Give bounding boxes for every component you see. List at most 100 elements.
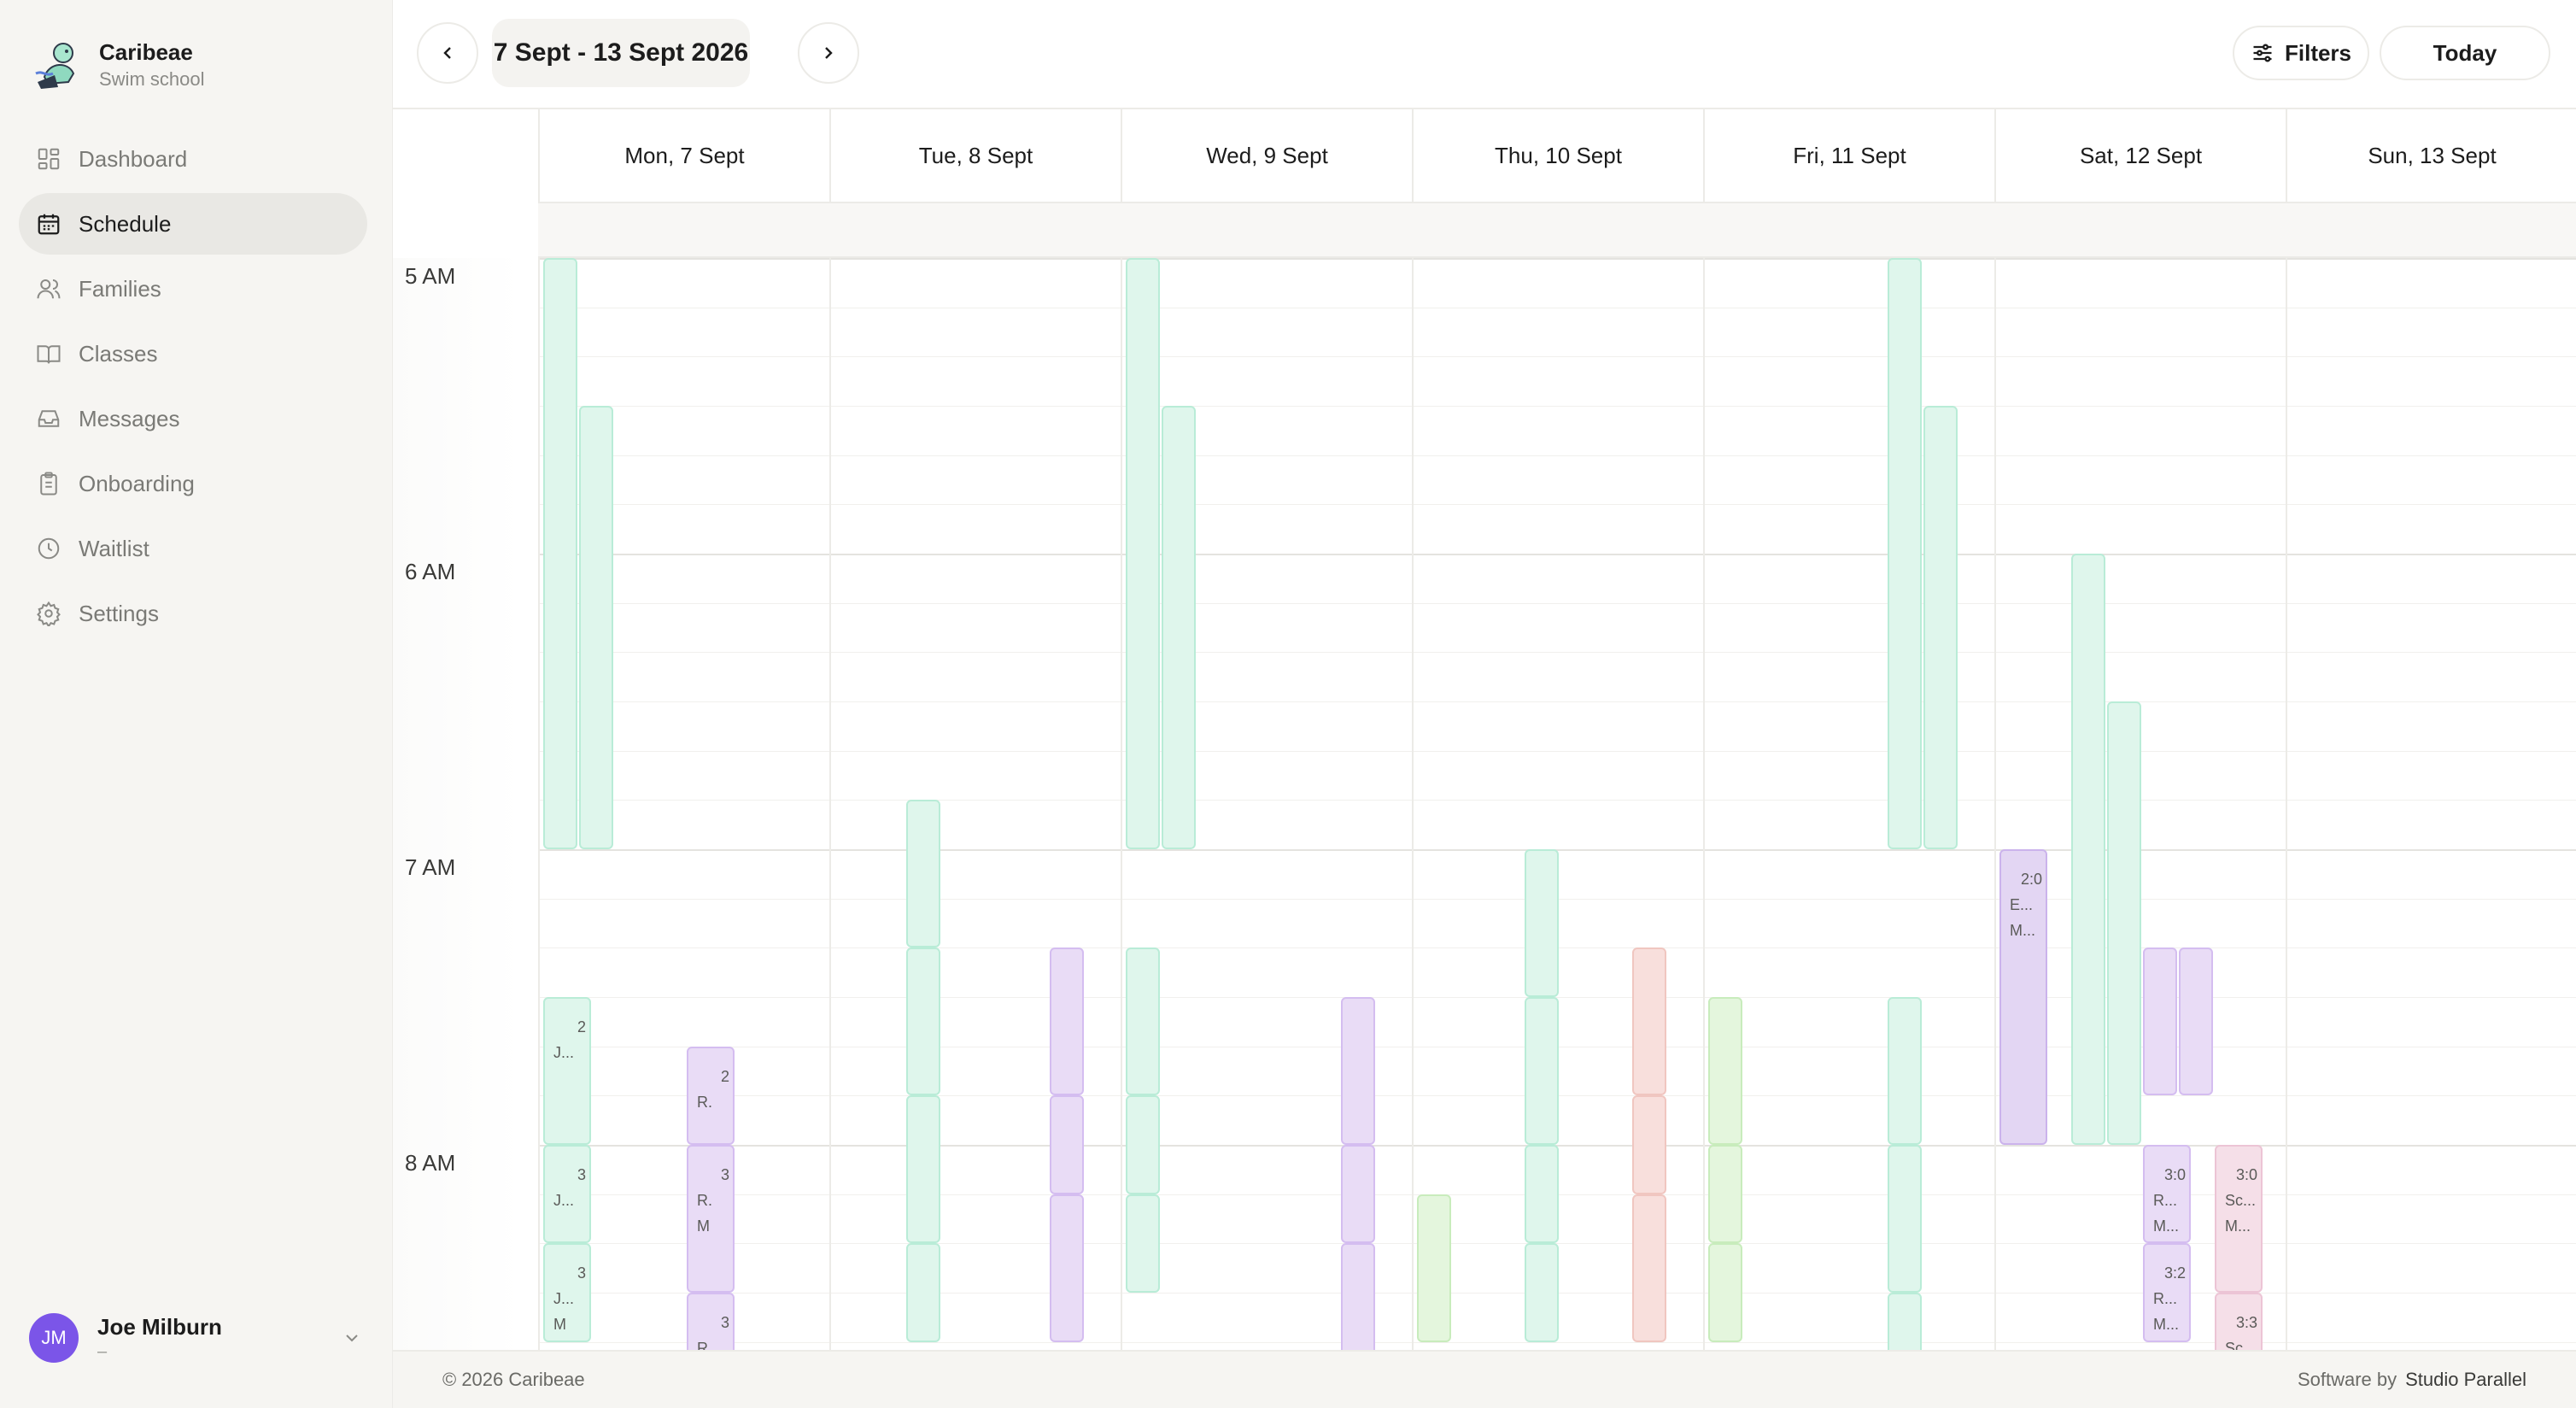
chevron-left-icon <box>443 47 451 59</box>
brand[interactable]: Caribeae Swim school <box>34 38 204 92</box>
calendar-event[interactable] <box>906 1095 940 1244</box>
sidebar-item-schedule[interactable]: Schedule <box>19 193 367 255</box>
sidebar-item-messages[interactable]: Messages <box>19 388 367 449</box>
clock-icon <box>36 536 61 561</box>
event-text: R... <box>2153 1290 2178 1308</box>
calendar-event[interactable] <box>1525 849 1559 997</box>
calendar-event[interactable] <box>1126 1194 1160 1293</box>
gear-icon <box>36 601 61 626</box>
calendar-event[interactable] <box>1708 997 1742 1145</box>
calendar-event[interactable] <box>1632 1095 1666 1194</box>
calendar-event[interactable] <box>906 947 940 1096</box>
avatar: JM <box>29 1313 79 1363</box>
users-icon <box>36 276 61 302</box>
sliders-icon <box>2253 44 2272 62</box>
calendar-event[interactable] <box>1888 1293 1922 1350</box>
calendar-event[interactable] <box>1341 1243 1375 1350</box>
footer: © 2026 Caribeae Software by Studio Parall… <box>393 1350 2576 1408</box>
sidebar-item-label: Waitlist <box>79 535 149 561</box>
calendar-event[interactable] <box>2143 947 2177 1096</box>
time-grid: 5 AM 6 AM 7 AM 8 AM 2 J... 3 J... 3 J... M 2 R. 3 R. M 3… <box>393 258 2576 1350</box>
calendar-event[interactable]: 3:2 R... M... <box>2143 1243 2191 1342</box>
event-text: E... <box>2010 896 2034 913</box>
calendar-event[interactable] <box>1888 997 1922 1145</box>
calendar-event[interactable] <box>1126 1095 1160 1194</box>
calendar-event[interactable] <box>1341 1145 1375 1244</box>
hour-line <box>538 554 2576 555</box>
credit-link[interactable]: Studio Parallel <box>2405 1369 2526 1390</box>
prev-week-button[interactable] <box>417 22 478 84</box>
calendar-event[interactable] <box>1525 997 1559 1145</box>
calendar-event[interactable] <box>1888 258 1922 849</box>
day-header[interactable]: Thu, 10 Sept <box>1412 109 1703 203</box>
calendar-event[interactable]: 3 R. M <box>687 1145 735 1293</box>
day-header[interactable]: Wed, 9 Sept <box>1121 109 1412 203</box>
calendar-event[interactable] <box>543 258 577 849</box>
event-text: 3 <box>577 1264 586 1282</box>
chevron-down-icon <box>346 1335 358 1342</box>
calendar-event[interactable] <box>1888 1145 1922 1293</box>
calendar-event[interactable] <box>1341 997 1375 1145</box>
user-menu[interactable]: JM Joe Milburn – <box>29 1311 362 1365</box>
hour-label: 8 AM <box>405 1150 456 1176</box>
calendar-event[interactable] <box>1417 1194 1451 1342</box>
calendar-event[interactable] <box>906 1243 940 1342</box>
hour-label: 5 AM <box>405 263 456 289</box>
calendar-event[interactable]: 2 J... <box>543 997 591 1145</box>
date-range[interactable]: 7 Sept - 13 Sept 2026 <box>492 19 750 87</box>
event-text: 3:0 <box>2235 1166 2257 1183</box>
calendar-event[interactable]: 3:0 Sc... M... <box>2215 1145 2263 1293</box>
sidebar-item-label: Onboarding <box>79 470 195 496</box>
calendar-event[interactable]: 3 R. <box>687 1293 735 1350</box>
calendar-event[interactable] <box>1708 1243 1742 1342</box>
next-week-button[interactable] <box>798 22 859 84</box>
day-column-divider <box>1703 258 1705 1350</box>
hour-label: 6 AM <box>405 559 456 584</box>
calendar-event[interactable] <box>1050 1095 1084 1194</box>
day-header[interactable]: Fri, 11 Sept <box>1703 109 1994 203</box>
calendar-event[interactable] <box>1525 1243 1559 1342</box>
calendar-event[interactable] <box>1162 406 1196 849</box>
sidebar-item-waitlist[interactable]: Waitlist <box>19 518 367 579</box>
sidebar: Caribeae Swim school Dashboard Schedule … <box>0 0 393 1408</box>
sidebar-item-settings[interactable]: Settings <box>19 583 367 644</box>
calendar-event[interactable] <box>1632 1194 1666 1342</box>
calendar-event[interactable] <box>2179 947 2213 1096</box>
filters-button[interactable]: Filters <box>2233 26 2369 80</box>
calendar-event[interactable] <box>2107 701 2141 1145</box>
event-text: J... <box>553 1044 575 1061</box>
today-button[interactable]: Today <box>2380 26 2550 80</box>
calendar-event[interactable] <box>1126 947 1160 1096</box>
calendar-event[interactable]: 2:0 E... M... <box>1999 849 2047 1145</box>
credit: Software by Studio Parallel <box>2298 1369 2526 1391</box>
sidebar-item-classes[interactable]: Classes <box>19 323 367 384</box>
calendar-event[interactable]: 3:0 R... M... <box>2143 1145 2191 1244</box>
calendar-event[interactable] <box>1050 947 1084 1096</box>
calendar-event[interactable] <box>1525 1145 1559 1244</box>
calendar-event[interactable] <box>1923 406 1958 849</box>
calendar-event[interactable] <box>1050 1194 1084 1342</box>
sidebar-item-dashboard[interactable]: Dashboard <box>19 128 367 190</box>
calendar-event[interactable]: 2 R. <box>687 1046 735 1145</box>
calendar-event[interactable] <box>1708 1145 1742 1244</box>
week-calendar: Mon, 7 Sept Tue, 8 Sept Wed, 9 Sept Thu, 10… <box>393 109 2576 1350</box>
calendar-event[interactable] <box>579 406 613 849</box>
calendar-event[interactable] <box>2071 554 2105 1145</box>
calendar-event[interactable] <box>1632 947 1666 1096</box>
day-header[interactable]: Mon, 7 Sept <box>538 109 829 203</box>
event-text: M... <box>2153 1316 2179 1334</box>
calendar-event[interactable] <box>906 800 940 948</box>
day-column-divider <box>1412 258 1414 1350</box>
slot-line <box>538 997 2576 998</box>
calendar-event[interactable] <box>1126 258 1160 849</box>
sidebar-item-families[interactable]: Families <box>19 258 367 320</box>
calendar-event[interactable]: 3 J... M <box>543 1243 591 1342</box>
day-header[interactable]: Tue, 8 Sept <box>829 109 1121 203</box>
event-text: 3 <box>720 1166 729 1183</box>
sidebar-item-onboarding[interactable]: Onboarding <box>19 453 367 514</box>
calendar-event[interactable]: 3:3 Sc... <box>2215 1293 2263 1350</box>
day-header[interactable]: Sun, 13 Sept <box>2286 109 2576 203</box>
day-header[interactable]: Sat, 12 Sept <box>1994 109 2286 203</box>
calendar-event[interactable]: 3 J... <box>543 1145 591 1244</box>
hour-line <box>538 258 2576 260</box>
